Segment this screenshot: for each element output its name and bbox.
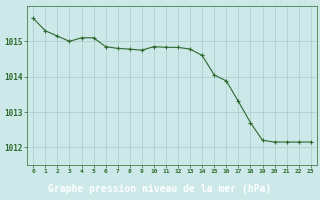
Text: Graphe pression niveau de la mer (hPa): Graphe pression niveau de la mer (hPa) (48, 184, 272, 194)
